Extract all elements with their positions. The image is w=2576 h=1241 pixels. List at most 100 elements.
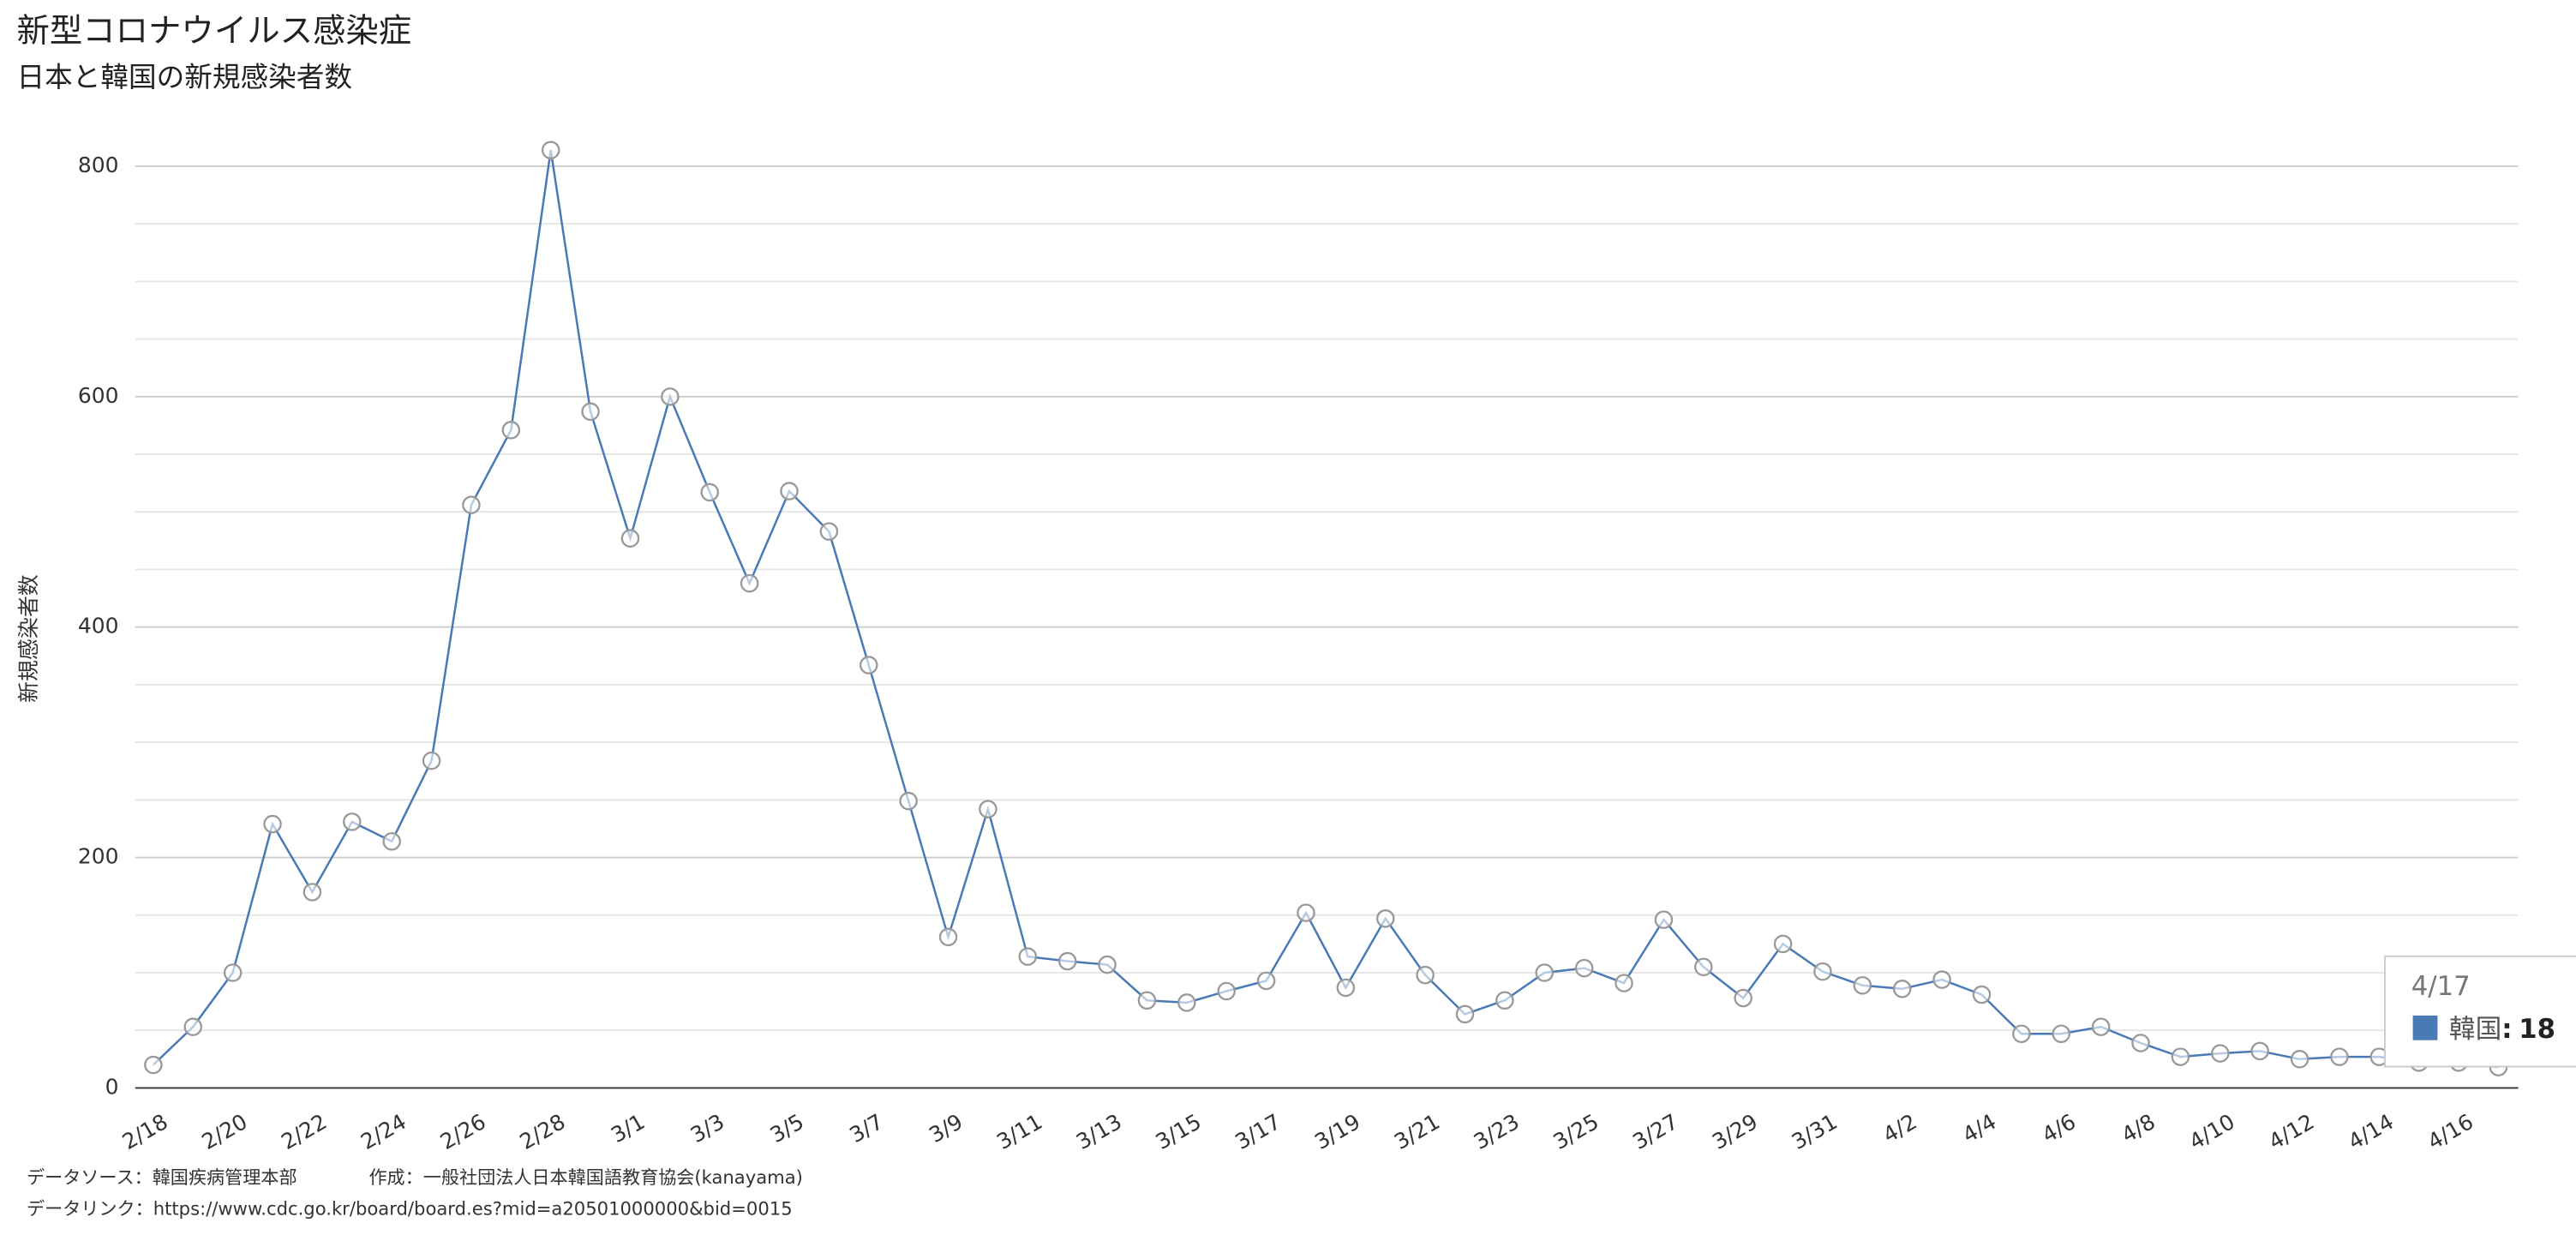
x-tick-label: 3/19 (1310, 1109, 1364, 1154)
x-tick-label: 2/24 (356, 1109, 410, 1154)
tooltip-title: 4/17 (2411, 971, 2471, 1002)
data-point (700, 483, 719, 502)
data-point (382, 831, 401, 851)
chart-subtitle: 日本と韓国の新規感染者数 (16, 61, 352, 93)
y-tick-label: 600 (78, 383, 119, 408)
y-tick-label: 400 (78, 614, 119, 638)
data-point (661, 387, 680, 406)
y-tick-label: 200 (78, 844, 119, 869)
tooltip-separator: : (2501, 1014, 2512, 1045)
data-point (1773, 934, 1793, 954)
data-point (1416, 965, 1435, 985)
data-point (2211, 1044, 2230, 1063)
x-tick-label: 4/4 (1958, 1109, 2000, 1148)
data-point (740, 573, 759, 593)
data-point (1614, 974, 1633, 992)
tooltip-swatch (2412, 1015, 2438, 1040)
x-tick-label: 3/21 (1390, 1109, 1444, 1154)
data-point (1734, 988, 1752, 1008)
data-point (422, 751, 441, 770)
footer-author: 作成：一般社団法人日本韓国語教育協会(kanayama) (368, 1166, 802, 1188)
series-line (153, 149, 2499, 1069)
data-point (144, 1055, 163, 1075)
x-tick-label: 2/28 (516, 1109, 570, 1154)
y-axis-title: 新規感染者数 (16, 574, 41, 703)
data-point (1375, 909, 1395, 928)
data-point (183, 1017, 203, 1036)
x-tick-label: 3/5 (766, 1109, 808, 1148)
y-tick-label: 0 (105, 1074, 119, 1099)
x-tick-label: 3/23 (1470, 1109, 1524, 1154)
data-point (2091, 1017, 2111, 1036)
data-point (1057, 951, 1077, 971)
x-tick-label: 2/26 (436, 1109, 490, 1154)
data-point (223, 963, 243, 982)
x-tick-label: 4/12 (2264, 1109, 2318, 1154)
tooltip-box (2384, 955, 2576, 1068)
data-point (501, 421, 521, 440)
x-tick-label: 3/1 (607, 1109, 649, 1148)
data-point (2250, 1041, 2269, 1061)
data-point (1018, 947, 1038, 966)
x-tick-label: 3/27 (1628, 1109, 1682, 1154)
data-point (462, 495, 481, 514)
data-point (1853, 976, 1872, 995)
x-tick-label: 4/14 (2344, 1109, 2398, 1154)
x-tick-label: 4/8 (2118, 1109, 2160, 1148)
x-tick-label: 2/20 (197, 1109, 251, 1154)
data-point (1137, 991, 1157, 1010)
data-point (1574, 958, 1594, 978)
data-point (581, 402, 600, 422)
data-point (1455, 1004, 1475, 1024)
data-point (1336, 978, 1356, 998)
data-point (1694, 957, 1713, 977)
data-point (2290, 1050, 2309, 1069)
data-point (979, 800, 997, 818)
data-point (819, 522, 839, 541)
footer-source: データソース：韓国疾病管理本部 (27, 1166, 297, 1188)
x-tick-label: 4/16 (2423, 1109, 2477, 1154)
data-point (620, 529, 640, 548)
data-point (1217, 981, 1236, 1001)
data-point (938, 927, 958, 947)
data-point (263, 814, 282, 834)
y-tick-label: 800 (78, 153, 119, 177)
footer-link: データリンク：https://www.cdc.go.kr/board/board… (27, 1198, 793, 1220)
data-point (1535, 963, 1555, 982)
x-tick-label: 4/2 (1878, 1109, 1920, 1148)
data-point (1654, 910, 1674, 929)
data-point (1892, 980, 1912, 998)
tooltip-series-name: 韓国 (2449, 1014, 2501, 1045)
data-point (1932, 970, 1951, 989)
data-point (1813, 962, 1832, 981)
x-tick-label: 3/17 (1231, 1109, 1285, 1154)
data-point (1972, 985, 1992, 1004)
x-tick-label: 2/18 (118, 1109, 172, 1154)
data-point (1177, 993, 1196, 1012)
x-tick-label: 3/25 (1549, 1109, 1603, 1154)
data-point (2012, 1024, 2031, 1043)
data-point (1098, 955, 1117, 974)
x-tick-label: 3/29 (1708, 1109, 1762, 1154)
tooltip-value-text: 韓国: 18 (2449, 1014, 2555, 1045)
data-point (860, 656, 878, 674)
data-point (2131, 1034, 2150, 1052)
x-tick-label: 3/13 (1072, 1109, 1126, 1154)
data-point (343, 812, 362, 831)
data-point (1495, 991, 1514, 1010)
x-tick-label: 2/22 (277, 1109, 331, 1154)
chart-title: 新型コロナウイルス感染症 (16, 12, 411, 51)
data-point (2052, 1024, 2071, 1043)
tooltip: 4/17 韓国: 18 (2384, 955, 2576, 1068)
data-point (780, 482, 799, 501)
x-tick-label: 4/6 (2038, 1109, 2080, 1148)
x-tick-label: 3/31 (1788, 1109, 1842, 1154)
data-point (899, 791, 918, 811)
x-tick-label: 3/11 (992, 1109, 1046, 1154)
x-tick-label: 3/15 (1152, 1109, 1206, 1154)
data-point (1297, 903, 1315, 922)
data-point (2330, 1047, 2349, 1066)
x-tick-label: 3/3 (686, 1109, 728, 1148)
data-point (303, 883, 322, 902)
